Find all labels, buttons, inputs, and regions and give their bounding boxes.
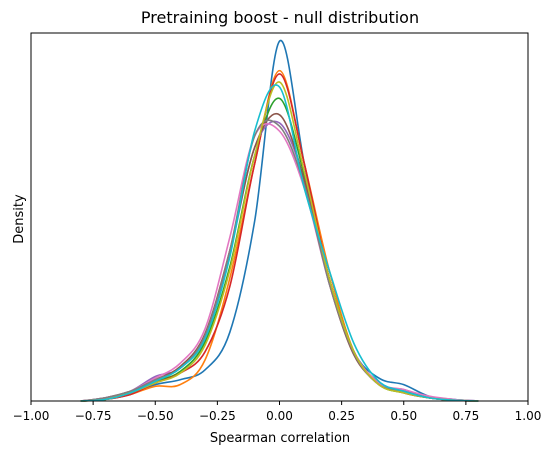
density-line-9 [80,81,479,402]
density-line-3 [80,97,479,402]
series-layer [80,39,479,402]
y-axis-label: Density [12,194,27,244]
x-tick-label: 0.25 [328,409,355,423]
density-line-6 [80,112,479,402]
density-line-7 [80,122,479,402]
x-tick-label: 0.50 [390,409,417,423]
x-tick-label: −0.25 [199,409,236,423]
density-line-1 [80,39,479,402]
x-tick-label: −0.75 [75,409,112,423]
x-tick-label: −1.00 [13,409,50,423]
density-line-2 [80,69,479,402]
x-tick-label: −0.50 [137,409,174,423]
chart-title: Pretraining boost - null distribution [141,8,419,27]
x-axis-label: Spearman correlation [210,431,350,446]
x-tick-label: 0.75 [453,409,480,423]
density-line-8 [80,119,479,402]
x-ticks: −1.00 −0.75 −0.50 −0.25 0.00 0.25 0.50 0.75 1.00 [13,401,542,423]
density-line-10 [80,84,479,402]
x-tick-label: 0.00 [266,409,293,423]
x-tick-label: 1.00 [515,409,542,423]
density-line-5 [80,120,479,402]
